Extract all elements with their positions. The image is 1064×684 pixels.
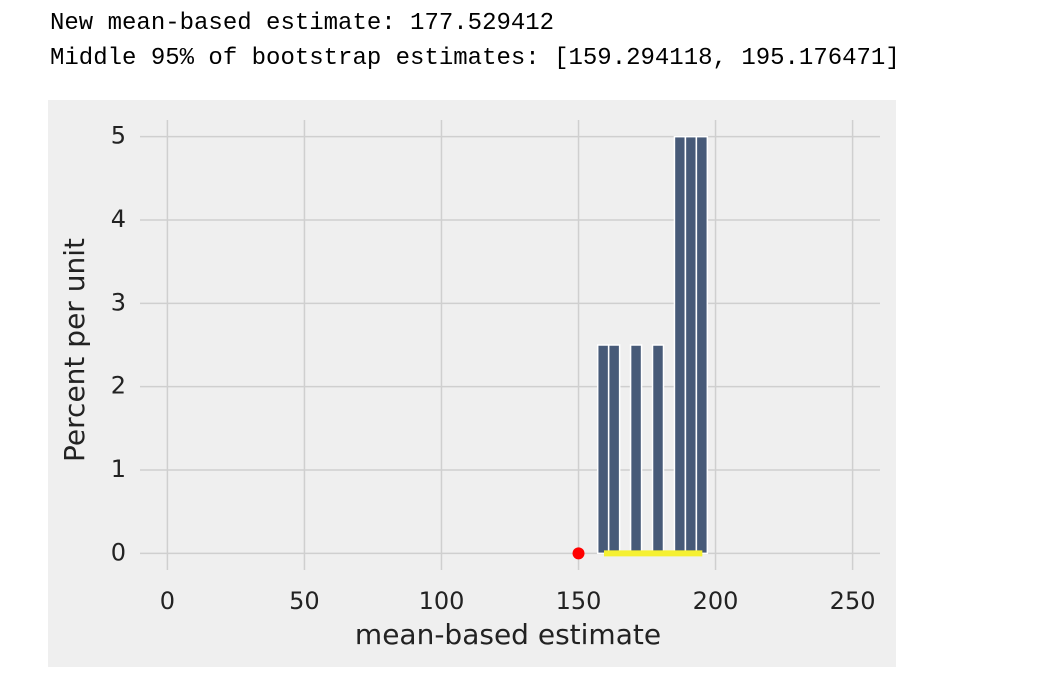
x-tick-label: 150 <box>556 587 602 615</box>
x-axis-label: mean-based estimate <box>355 618 661 651</box>
x-tick-label: 0 <box>160 587 175 615</box>
y-tick-label: 2 <box>111 372 126 400</box>
x-tick-label: 200 <box>693 587 739 615</box>
y-axis-label: Percent per unit <box>58 238 91 462</box>
estimate-point <box>572 547 585 560</box>
y-tick-label: 1 <box>111 455 126 483</box>
bar <box>629 344 643 555</box>
bar <box>684 135 698 555</box>
y-tick-label: 4 <box>111 205 126 233</box>
output-line: Middle 95% of bootstrap estimates: [159.… <box>50 45 900 72</box>
y-tick-label: 0 <box>111 538 126 566</box>
bar <box>607 344 621 555</box>
x-tick-label: 250 <box>830 587 876 615</box>
output-line: New mean-based estimate: 177.529412 <box>50 10 555 37</box>
x-tick-label: 50 <box>289 587 320 615</box>
chart-background <box>48 100 896 667</box>
x-tick-label: 100 <box>419 587 465 615</box>
y-tick-label: 5 <box>111 122 126 150</box>
y-tick-label: 3 <box>111 288 126 316</box>
bar <box>695 135 709 555</box>
bar <box>651 344 665 555</box>
bar <box>596 344 610 555</box>
bar <box>673 135 687 555</box>
